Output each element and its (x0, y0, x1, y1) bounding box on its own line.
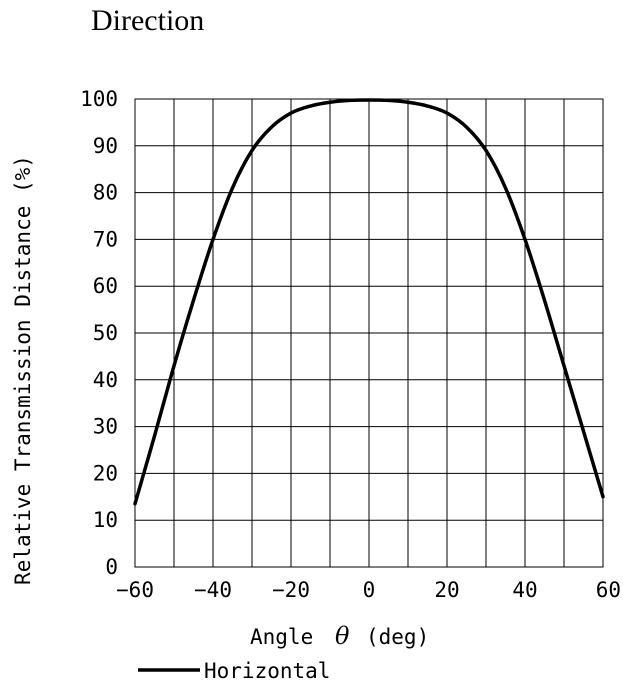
x-axis-label-suffix: (deg) (366, 625, 429, 649)
x-axis-label: Angle θ (deg) (250, 622, 429, 650)
grid (134, 98, 604, 568)
y-tick-label: 100 (80, 87, 118, 111)
x-tick-label: 60 (596, 578, 621, 602)
y-tick-label: 40 (93, 368, 118, 392)
y-tick-label: 50 (93, 321, 118, 345)
legend: Horizontal (138, 659, 330, 683)
y-tick-label: 30 (93, 415, 118, 439)
y-tick-label: 70 (93, 227, 118, 251)
chart-title: Direction (91, 4, 205, 37)
x-tick-label: −40 (194, 578, 232, 602)
x-tick-label: 40 (512, 578, 537, 602)
y-tick-label: 0 (105, 555, 118, 579)
x-tick-label: 20 (434, 578, 459, 602)
y-axis-label: Relative Transmission Distance (%) (11, 155, 35, 585)
y-tick-label: 20 (93, 461, 118, 485)
y-tick-labels: 0 10 20 30 40 50 60 70 80 90 100 (80, 87, 118, 579)
x-tick-label: −60 (116, 578, 154, 602)
x-tick-label: 0 (363, 578, 376, 602)
x-tick-label: −20 (272, 578, 310, 602)
x-tick-labels: −60 −40 −20 0 20 40 60 (116, 578, 621, 602)
series-line-horizontal (133, 98, 605, 506)
y-tick-label: 10 (93, 508, 118, 532)
legend-label-horizontal: Horizontal (204, 659, 330, 683)
y-tick-label: 90 (93, 134, 118, 158)
x-axis-label-prefix: Angle (250, 625, 313, 649)
x-axis-label-symbol: θ (335, 622, 350, 650)
y-tick-label: 80 (93, 181, 118, 205)
y-tick-label: 60 (93, 274, 118, 298)
